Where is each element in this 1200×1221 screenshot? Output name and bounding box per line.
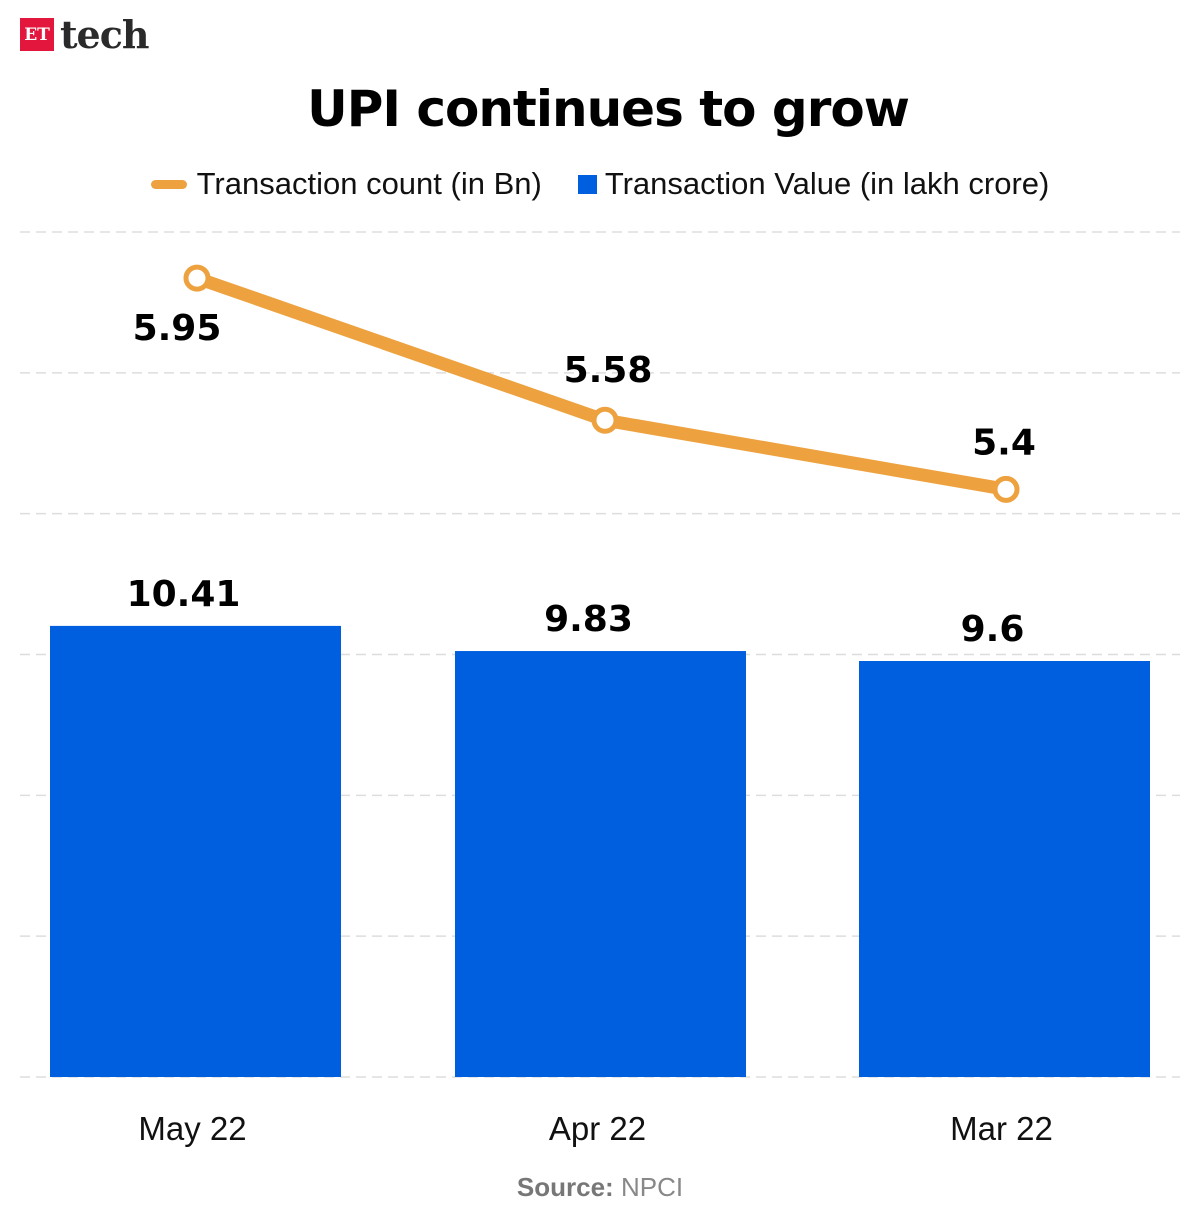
- bar: [859, 661, 1150, 1077]
- legend-line-swatch: [150, 179, 187, 189]
- bar-data-label: 10.41: [127, 574, 241, 615]
- line-point: [591, 406, 619, 434]
- legend: Transaction count (in Bn) Transaction Va…: [0, 166, 1200, 202]
- legend-bar-swatch: [577, 174, 597, 194]
- et-tech-logo: ET tech: [20, 16, 149, 54]
- line-data-label: 5.4: [972, 422, 1036, 463]
- bar-data-label: 9.83: [544, 599, 633, 640]
- line-point: [183, 264, 211, 292]
- line-data-label: 5.58: [564, 350, 653, 391]
- bar: [50, 625, 341, 1077]
- bar-data-label: 9.6: [961, 609, 1025, 650]
- source-note: Source: NPCI: [516, 1172, 684, 1202]
- bar: [455, 651, 746, 1077]
- chart-title: UPI continues to grow: [307, 80, 910, 138]
- legend-label-value: Transaction Value (in lakh crore): [604, 166, 1050, 201]
- x-tick-label: Mar 22: [950, 1110, 1053, 1147]
- line-point: [992, 475, 1020, 503]
- x-tick-label: May 22: [138, 1110, 246, 1147]
- line-data-label: 5.95: [133, 308, 222, 349]
- x-tick-label: Apr 22: [549, 1110, 646, 1147]
- legend-label-count: Transaction count (in Bn): [196, 166, 542, 201]
